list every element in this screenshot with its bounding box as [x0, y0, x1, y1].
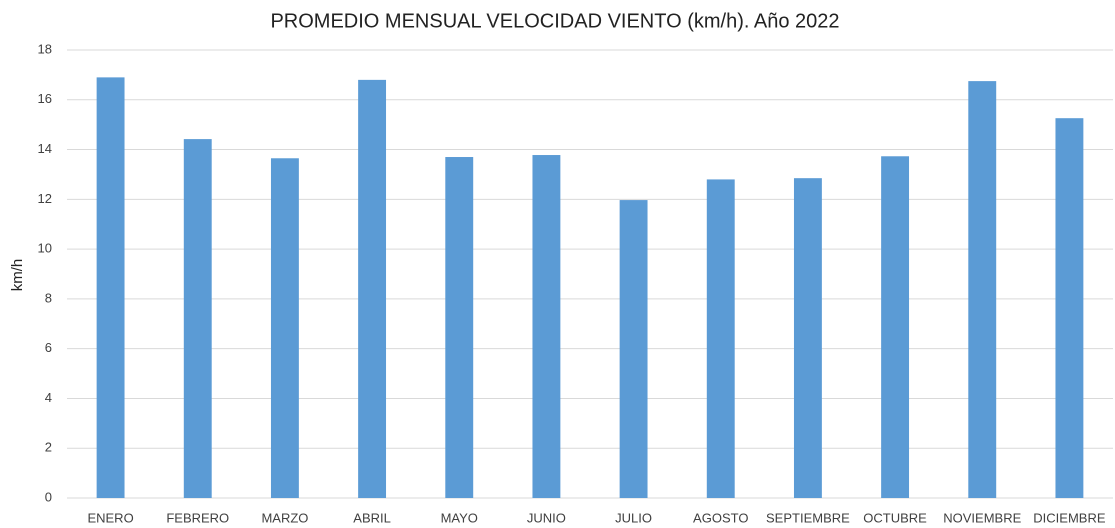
bar	[881, 156, 910, 498]
x-tick-label: JUNIO	[527, 510, 566, 525]
y-tick-label: 12	[38, 191, 52, 206]
y-tick-label: 10	[38, 241, 52, 256]
y-tick-label: 2	[45, 440, 52, 455]
y-axis-label: km/h	[9, 259, 26, 292]
x-tick-label: MARZO	[261, 510, 308, 525]
chart-title: PROMEDIO MENSUAL VELOCIDAD VIENTO (km/h)…	[270, 10, 839, 32]
bar	[968, 81, 997, 498]
y-tick-label: 6	[45, 340, 52, 355]
x-tick-label: JULIO	[615, 510, 652, 525]
bar	[1055, 118, 1084, 498]
bar	[183, 139, 212, 498]
x-tick-label: MAYO	[441, 510, 478, 525]
x-tick-label: ENERO	[87, 510, 133, 525]
x-tick-label: SEPTIEMBRE	[766, 510, 850, 525]
bar	[270, 158, 299, 498]
bar	[619, 200, 648, 498]
x-tick-label: DICIEMBRE	[1033, 510, 1106, 525]
y-tick-label: 14	[38, 141, 52, 156]
bar	[445, 157, 474, 498]
x-tick-label: NOVIEMBRE	[943, 510, 1021, 525]
y-tick-label: 18	[38, 41, 52, 56]
y-tick-label: 4	[45, 390, 52, 405]
bar	[706, 179, 735, 498]
bar	[532, 155, 561, 498]
x-tick-label: ABRIL	[353, 510, 391, 525]
x-tick-label: OCTUBRE	[863, 510, 927, 525]
x-tick-label: AGOSTO	[693, 510, 748, 525]
bar	[358, 79, 387, 498]
y-tick-label: 16	[38, 91, 52, 106]
y-tick-label: 0	[45, 489, 52, 504]
y-tick-label: 8	[45, 290, 52, 305]
x-tick-label: FEBRERO	[166, 510, 229, 525]
bar	[96, 77, 125, 498]
bar	[793, 178, 822, 498]
